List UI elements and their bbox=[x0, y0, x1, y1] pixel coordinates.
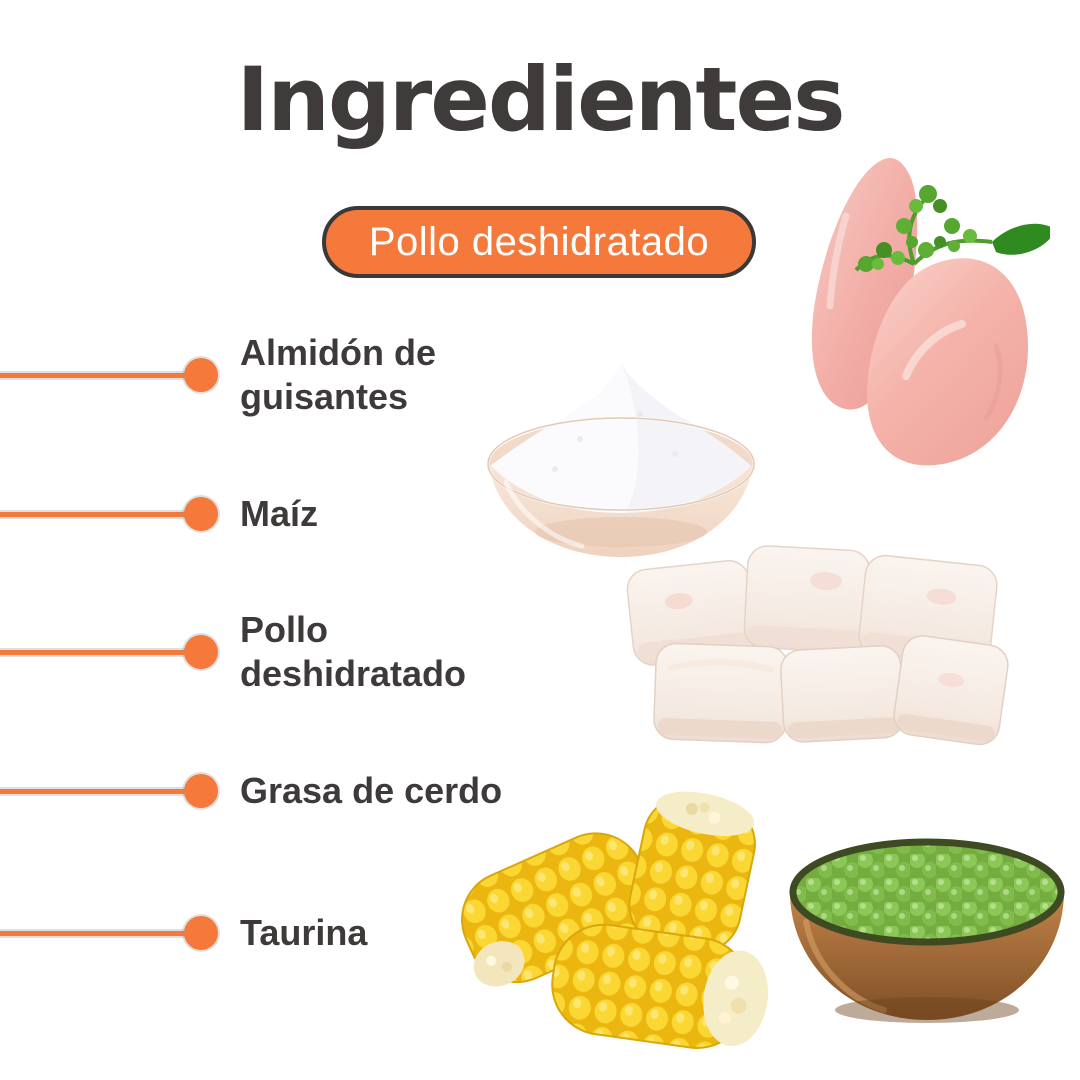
bullet-line bbox=[0, 650, 200, 655]
bullet-dot-icon bbox=[184, 916, 218, 950]
chicken-breast-image bbox=[811, 157, 1050, 466]
bullet-dot-icon bbox=[184, 774, 218, 808]
page-title: Ingredientes bbox=[236, 48, 845, 151]
bullet-line bbox=[0, 512, 200, 517]
bullet-dot-icon bbox=[184, 497, 218, 531]
ingredient-label: Maíz bbox=[240, 493, 319, 535]
corn-bottom bbox=[551, 923, 769, 1049]
ingredient-label: Almidón de guisantes bbox=[240, 332, 436, 417]
pork-fat-image bbox=[626, 545, 1009, 746]
product-badge: Pollo deshidratado bbox=[322, 206, 756, 278]
ingredient-label: Taurina bbox=[240, 912, 368, 954]
peas-bowl-image bbox=[789, 838, 1065, 1023]
bullet-dot-icon bbox=[184, 358, 218, 392]
starch-bowl-image bbox=[486, 364, 756, 557]
bullet-line bbox=[0, 931, 200, 936]
product-badge-label: Pollo deshidratado bbox=[368, 219, 710, 264]
bullet-line bbox=[0, 373, 200, 378]
ingredient-label: Pollo deshidratado bbox=[240, 609, 467, 694]
ingredient-label: Grasa de cerdo bbox=[240, 770, 503, 812]
corn-top-right bbox=[628, 791, 756, 954]
bullet-line bbox=[0, 789, 200, 794]
corn-cobs-image bbox=[461, 791, 769, 1049]
parsley-garnish bbox=[854, 185, 1050, 272]
bullet-dot-icon bbox=[184, 635, 218, 669]
